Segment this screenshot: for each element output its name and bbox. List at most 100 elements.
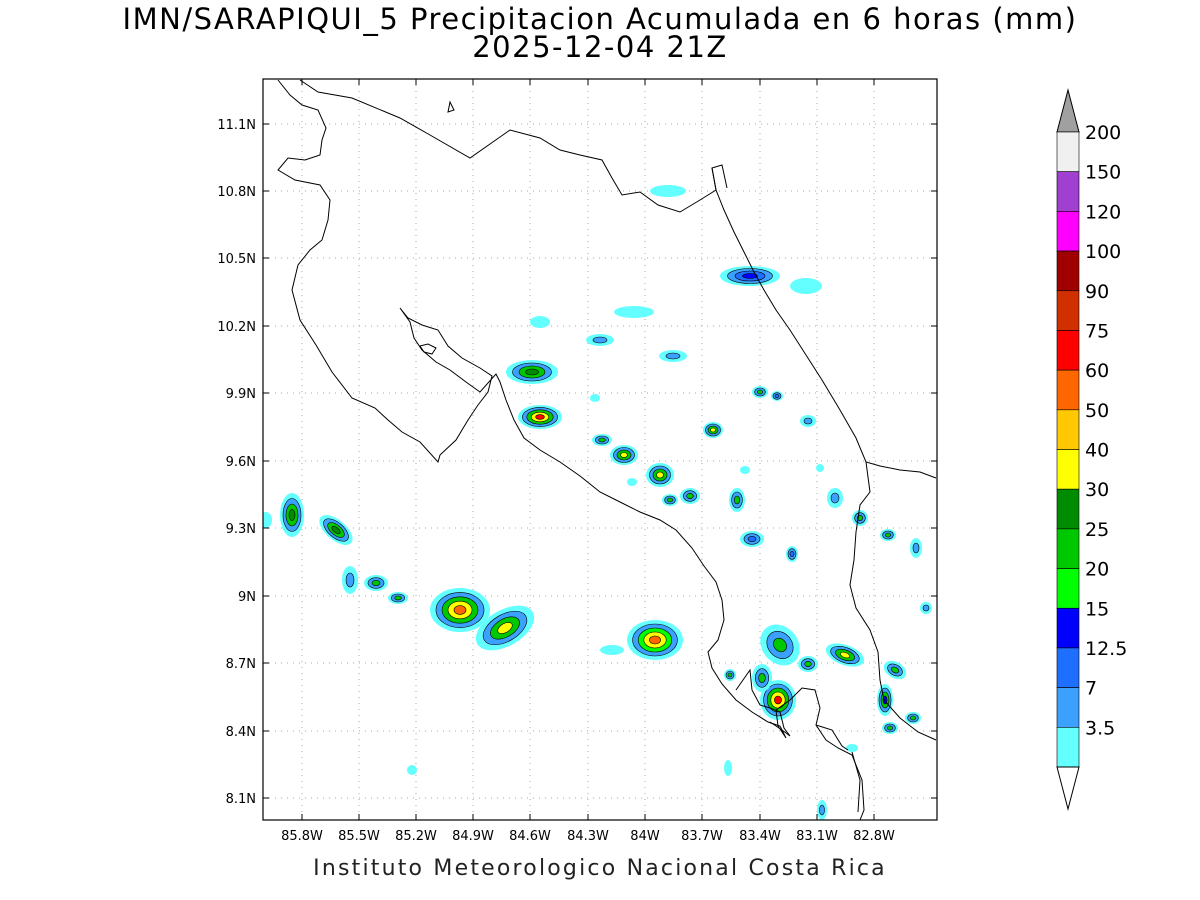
precip-contour [912,542,920,554]
precip-cell [798,656,818,672]
colorbar-swatch [1056,250,1080,292]
precip-contour [453,605,467,615]
latitude-tick-label: 9.9N [226,387,256,402]
colorbar-level-label: 150 [1085,162,1121,184]
precip-cell [825,643,865,667]
precip-contour [830,492,840,504]
longitude-tick-label: 82.8W [853,829,895,844]
precip-contour [620,452,628,458]
precip-cell [600,645,624,655]
precip-cell [852,510,868,526]
precip-contour [774,695,782,705]
longitude-tick-label: 84.6W [509,829,551,844]
precip-contour [614,306,654,318]
latitude-tick-label: 10.8N [217,185,256,200]
colorbar-level-label: 40 [1085,440,1109,462]
precip-contour [740,466,750,474]
colorbar-level-label: 200 [1085,122,1121,144]
longitude-axis: 85.8W 85.5W 85.2W 84.9W 84.6W 84.3W 84W 83.7W 83… [281,79,895,844]
precip-contour [790,278,822,294]
grid-lines [263,79,937,820]
precip-contour [592,336,608,344]
precip-cell [263,512,272,528]
precip-cell [627,620,683,660]
colorbar-level-label: 7 [1085,678,1097,700]
colorbar-level-label: 75 [1085,320,1109,342]
precip-cell [650,185,686,197]
precip-cell [342,566,358,594]
precip-contour [758,673,766,683]
precip-contour [846,744,858,752]
latitude-tick-label: 9N [238,590,256,605]
precip-cell [740,466,750,474]
precip-contour [747,536,757,542]
precip-contour [773,637,787,653]
precip-contour [789,551,795,557]
precip-cell [724,760,732,776]
precip-contour [345,572,355,588]
colorbar-level-label: 12.5 [1085,638,1127,660]
precip-cell [846,744,858,752]
colorbar-swatch [1056,687,1080,728]
precip-cell [752,386,768,398]
precip-contour [922,604,930,612]
precip-cell [319,515,353,545]
precip-contour [819,804,825,816]
precip-contour [757,389,763,395]
precip-contour [686,493,694,499]
colorbar-swatch [1056,131,1080,172]
precip-contour [734,495,740,505]
colorbar-swatch [1056,607,1080,649]
precip-contour [331,525,341,535]
precip-cell [905,712,921,724]
precip-cell [920,602,932,614]
footer-credit: Instituto Meteorologico Nacional Costa R… [313,856,887,881]
colorbar: 200 150 120 100 90 75 60 50 40 30 25 20 15 12.5 7 3.5 [1056,88,1127,811]
precip-cell [877,684,893,716]
map-background [263,79,937,820]
latitude-tick-label: 8.4N [226,725,256,740]
latitude-tick-label: 9.3N [226,522,256,537]
precip-cell [760,624,800,666]
precip-cell [703,422,723,438]
colorbar-level-label: 90 [1085,281,1109,303]
longitude-tick-label: 85.2W [395,829,437,844]
colorbar-swatch [1056,568,1080,609]
precip-contour [816,464,824,472]
colorbar-level-label: 20 [1085,559,1109,581]
colorbar-swatch [1056,409,1080,450]
longitude-tick-label: 83.7W [681,829,723,844]
colorbar-level-label: 50 [1085,400,1109,422]
latitude-tick-label: 9.6N [226,455,256,470]
precip-contour [525,368,539,376]
precip-contour [649,635,661,645]
colorbar-level-label: 30 [1085,479,1109,501]
precipitation-field [263,185,932,820]
precip-contour [394,595,402,601]
map-title: IMN/SARAPIQUI_5 Precipitacion Acumulada … [122,2,1078,36]
colorbar-bottom-arrow [1056,766,1080,811]
colorbar-swatch [1056,727,1080,768]
colorbar-top-arrow [1056,88,1080,133]
precip-cell [729,488,745,512]
colorbar-swatch [1056,171,1080,212]
precip-contour [890,666,900,674]
precip-cell [430,588,490,632]
precip-cell [646,463,674,487]
precip-cell [659,350,687,362]
precip-contour [774,394,780,398]
map-frame [262,78,938,821]
colorbar-level-label: 3.5 [1085,717,1115,739]
longitude-tick-label: 85.8W [281,829,323,844]
precip-contour [887,725,893,731]
precip-contour [535,414,545,420]
precip-cell [627,478,637,486]
longitude-tick-label: 84W [630,829,660,844]
precip-cell [720,266,780,286]
precip-contour [804,661,812,667]
precip-contour [598,437,606,443]
precip-cell [910,538,922,558]
precip-cell [882,722,898,734]
precip-contour [885,532,891,538]
precip-contour [288,509,296,521]
